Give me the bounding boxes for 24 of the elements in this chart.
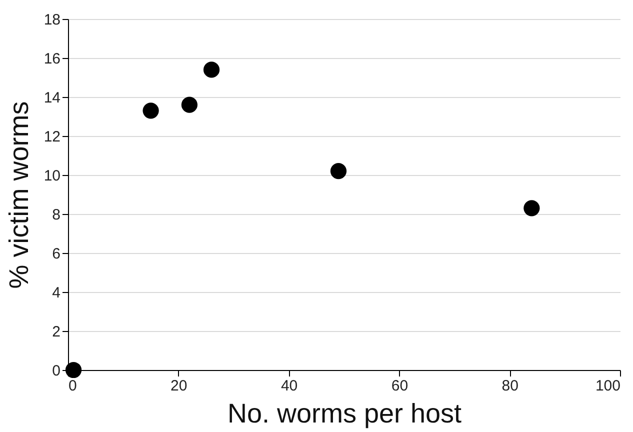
y-tick-label: 16 (44, 50, 60, 68)
point (142, 102, 159, 119)
y-tick-label: 12 (44, 128, 60, 146)
y-tick-label: 4 (52, 284, 60, 302)
y-tick-label: 0 (52, 362, 60, 380)
y-tick-label: 8 (52, 206, 60, 224)
x-tick-label: 100 (595, 378, 620, 394)
y-tick-label: 14 (44, 90, 60, 106)
point (65, 362, 82, 378)
y-tick-label: 10 (44, 168, 60, 184)
point (181, 96, 198, 113)
y-tick-label: 18 (44, 12, 60, 28)
x-tick-label: 80 (502, 378, 518, 394)
point (203, 62, 220, 78)
x-tick-label: 40 (280, 378, 298, 394)
point (330, 163, 347, 180)
y-tick-label: 6 (52, 246, 60, 262)
point (524, 200, 540, 216)
x-tick-label: 60 (391, 378, 408, 394)
x-tick-label: 20 (170, 378, 188, 394)
y-tick-label: 2 (52, 324, 60, 340)
x-tick-label: 0 (68, 378, 77, 394)
y-axis-title: % victim worms (4, 101, 34, 289)
x-axis-title: No. worms per host (227, 398, 462, 428)
